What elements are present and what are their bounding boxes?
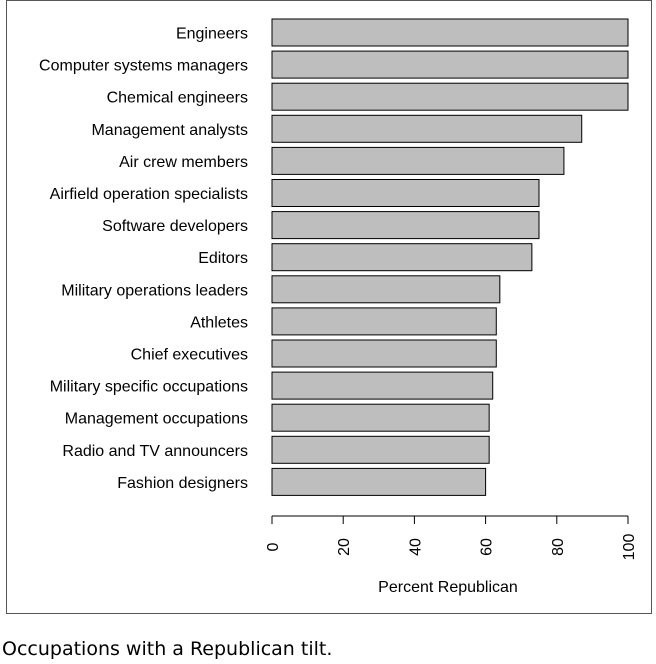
x-tick-label: 40 [407, 538, 424, 556]
figure-caption: Occupations with a Republican tilt. [2, 638, 333, 660]
category-labels: Engineers Computer systems managers Chemic… [39, 26, 248, 492]
category-label: Radio and TV announcers [62, 443, 248, 460]
category-label: Management occupations [65, 411, 248, 428]
bar [271, 275, 501, 304]
bar [271, 18, 629, 47]
bar [271, 403, 490, 432]
x-tick-label: 0 [265, 542, 282, 551]
category-label: Chemical engineers [107, 90, 248, 107]
bar [271, 50, 629, 79]
x-axis: 0 20 40 60 80 100 [265, 515, 638, 561]
x-tick-label: 60 [479, 538, 496, 556]
bar [271, 371, 494, 400]
category-label: Military specific occupations [50, 379, 248, 396]
bar [271, 179, 540, 207]
x-tick-label: 80 [550, 538, 567, 556]
bar [271, 307, 497, 336]
category-label: Air crew members [119, 154, 248, 171]
bar-chart: Engineers Computer systems managers Chemic… [39, 18, 638, 596]
category-label: Computer systems managers [39, 58, 248, 75]
x-axis-title: Percent Republican [378, 579, 518, 596]
category-label: Software developers [102, 218, 248, 235]
bar [271, 82, 629, 111]
category-label: Chief executives [131, 347, 248, 364]
x-tick-label: 20 [336, 538, 353, 556]
bar [271, 339, 497, 368]
bar [271, 211, 540, 240]
category-label: Military operations leaders [61, 282, 248, 299]
bar [271, 146, 565, 175]
category-label: Fashion designers [117, 475, 248, 492]
category-label: Engineers [176, 26, 248, 43]
bars-layer [271, 18, 629, 496]
bar [271, 114, 583, 143]
category-label: Management analysts [91, 122, 248, 139]
category-label: Editors [198, 250, 248, 267]
bar [271, 243, 533, 272]
x-tick-label: 100 [621, 534, 638, 561]
bar [271, 467, 487, 496]
figure-frame: Engineers Computer systems managers Chemic… [6, 0, 652, 614]
bar [271, 435, 490, 464]
category-label: Airfield operation specialists [50, 186, 248, 203]
category-label: Athletes [190, 314, 248, 331]
